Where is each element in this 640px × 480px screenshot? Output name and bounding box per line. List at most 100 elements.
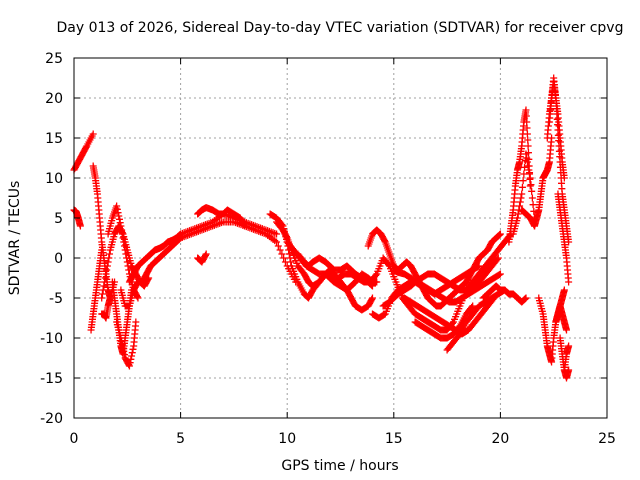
grid-lines <box>74 58 607 418</box>
x-tick-label: 0 <box>70 431 79 447</box>
y-tick-label: 20 <box>45 91 63 107</box>
data-point <box>104 258 112 266</box>
x-tick-label: 10 <box>278 431 296 447</box>
series-arc-07 <box>104 202 142 302</box>
data-point <box>118 226 126 234</box>
data-point <box>523 124 531 132</box>
series-arc-21 <box>390 262 483 298</box>
data-point <box>241 222 249 230</box>
data-point <box>524 136 532 144</box>
data-point <box>521 295 529 303</box>
data-point <box>523 118 531 126</box>
data-point <box>523 154 531 162</box>
plot-frame <box>73 57 608 419</box>
y-tick-label: -10 <box>40 331 63 347</box>
data-point <box>121 246 129 254</box>
data-point <box>119 234 127 242</box>
data-point <box>368 281 376 289</box>
x-axis-label: GPS time / hours <box>281 458 398 474</box>
x-tick-label: 15 <box>385 431 403 447</box>
data-point <box>496 230 504 238</box>
data-point <box>527 181 535 189</box>
series-arc-35 <box>556 334 573 382</box>
y-tick-label: 10 <box>45 171 63 187</box>
y-axis-label: SDTVAR / TECUs <box>7 181 23 296</box>
data-point <box>128 352 136 360</box>
data-point <box>565 342 573 350</box>
series-arc-26 <box>505 106 534 246</box>
data-point <box>273 230 281 238</box>
y-tick-label: -5 <box>49 291 63 307</box>
data-point <box>103 262 111 270</box>
data-point <box>115 215 123 223</box>
data-point <box>103 266 111 274</box>
x-tick-label: 20 <box>491 431 509 447</box>
data-point <box>125 362 133 370</box>
data-point <box>528 187 536 195</box>
data-point <box>122 250 130 258</box>
data-point <box>562 326 570 334</box>
series-arc-09 <box>113 318 140 370</box>
series-arc-29 <box>531 134 556 230</box>
data-point <box>368 295 376 303</box>
data-point <box>125 266 133 274</box>
data-point <box>368 282 376 290</box>
data-point <box>529 201 537 209</box>
data-point <box>524 162 532 170</box>
data-point <box>524 142 532 150</box>
y-tick-label: 5 <box>54 211 63 227</box>
data-point <box>528 194 536 202</box>
data-point <box>119 344 127 352</box>
series-arc-36 <box>560 342 573 374</box>
data-point <box>519 177 527 185</box>
y-tick-label: -20 <box>40 411 63 427</box>
series-arc-17 <box>294 250 376 290</box>
data-point <box>127 355 135 363</box>
chart-title: Day 013 of 2026, Sidereal Day-to-day VTE… <box>57 20 624 36</box>
data-point <box>99 286 107 294</box>
data-point <box>468 303 476 311</box>
y-tick-label: 15 <box>45 131 63 147</box>
data-point <box>522 112 530 120</box>
data-point <box>565 278 573 286</box>
y-tick-label: -15 <box>40 371 63 387</box>
data-point <box>280 254 288 262</box>
data-point <box>517 194 525 202</box>
data-point <box>113 205 121 213</box>
data-point <box>120 351 128 359</box>
series-arc-27 <box>509 150 539 238</box>
data-point <box>101 274 109 282</box>
data-point <box>494 254 502 262</box>
series-arc-13 <box>194 250 210 266</box>
data-point <box>133 293 141 301</box>
data-point <box>129 345 137 353</box>
series-arc-12 <box>194 204 249 230</box>
data-point <box>372 271 380 279</box>
data-point <box>496 231 504 239</box>
data-point <box>102 270 110 278</box>
data-point <box>367 281 375 289</box>
series-arc-34 <box>554 190 573 286</box>
data-point <box>118 230 126 238</box>
data-point <box>518 183 526 191</box>
data-point <box>518 190 526 198</box>
data-point <box>101 278 109 286</box>
data-point <box>560 174 568 182</box>
data-point <box>118 341 126 349</box>
data-point <box>526 182 534 190</box>
data-point <box>285 250 293 258</box>
data-point <box>522 106 530 114</box>
data-point <box>516 198 524 206</box>
data-point <box>120 242 128 250</box>
data-point <box>523 130 531 138</box>
data-point <box>274 242 282 250</box>
series-arc-33 <box>552 302 570 334</box>
data-points <box>70 74 573 382</box>
data-point <box>98 290 106 298</box>
series-arc-23 <box>411 302 477 342</box>
data-point <box>120 347 128 355</box>
data-point <box>525 166 533 174</box>
data-point <box>202 250 210 258</box>
x-tick-label: 25 <box>598 431 616 447</box>
